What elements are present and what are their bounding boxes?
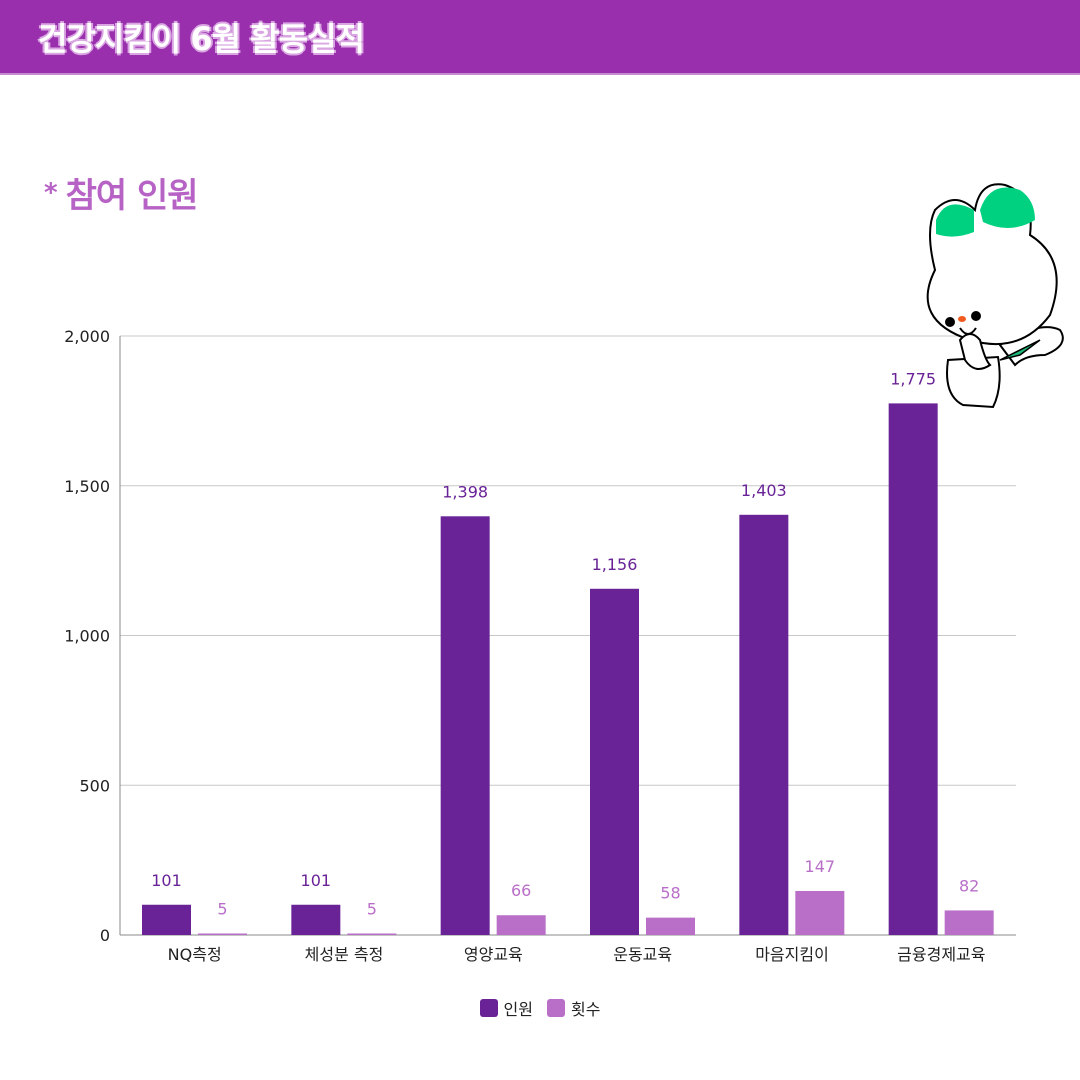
bar-people [590, 588, 639, 935]
y-tick-label: 0 [100, 926, 110, 945]
asterisk-icon: * [44, 177, 58, 208]
legend-label: 횟수 [571, 1000, 601, 1019]
legend-label: 인원 [503, 1000, 533, 1019]
data-label: 58 [660, 884, 680, 903]
x-tick-label: 마음지킴이 [755, 945, 829, 964]
bar-people [739, 514, 789, 935]
legend-swatch [479, 999, 498, 1017]
x-tick-label: 영양교육 [464, 945, 523, 964]
data-label: 101 [151, 871, 182, 890]
bar-count [198, 933, 247, 935]
data-label: 1,403 [741, 481, 787, 500]
x-tick-label: 금융경제교육 [897, 945, 985, 964]
data-label: 1,156 [592, 555, 638, 574]
legend-swatch [547, 999, 565, 1017]
data-label: 5 [367, 900, 377, 919]
section-title: 참여 인원 [65, 176, 199, 216]
page-title: 건강지킴이 6월 활동실적 [38, 20, 365, 58]
bar-count [944, 910, 994, 935]
section-heading: * 참여 인원 [44, 168, 199, 217]
bar-count [646, 917, 695, 935]
header-banner: 건강지킴이 6월 활동실적 [0, 0, 1080, 75]
data-label: 101 [301, 871, 332, 890]
data-label: 66 [511, 881, 531, 900]
data-label: 82 [959, 876, 979, 895]
x-tick-label: NQ측정 [168, 945, 222, 964]
bar-people [291, 904, 341, 935]
bar-people [440, 516, 490, 935]
data-label: 1,398 [442, 482, 488, 501]
bar-people [888, 403, 938, 935]
y-tick-label: 2,000 [64, 327, 110, 346]
bar-count [347, 933, 397, 935]
x-tick-label: 운동교육 [613, 945, 672, 964]
bar-people [142, 904, 191, 935]
x-tick-label: 체성분 측정 [305, 945, 384, 964]
y-tick-label: 1,000 [64, 627, 110, 646]
legend-item-count[interactable]: 횟수 [547, 996, 600, 1020]
data-label: 1,775 [890, 369, 936, 388]
y-tick-label: 500 [79, 776, 110, 795]
legend: 인원 횟수 [0, 996, 1080, 1020]
rabbit-mascot [926, 183, 1064, 409]
data-label: 147 [805, 857, 836, 876]
data-label: 5 [217, 900, 227, 919]
bar-count [795, 890, 845, 935]
y-tick-label: 1,500 [64, 477, 110, 496]
bar-count [496, 915, 546, 935]
legend-item-people[interactable]: 인원 [479, 996, 533, 1020]
